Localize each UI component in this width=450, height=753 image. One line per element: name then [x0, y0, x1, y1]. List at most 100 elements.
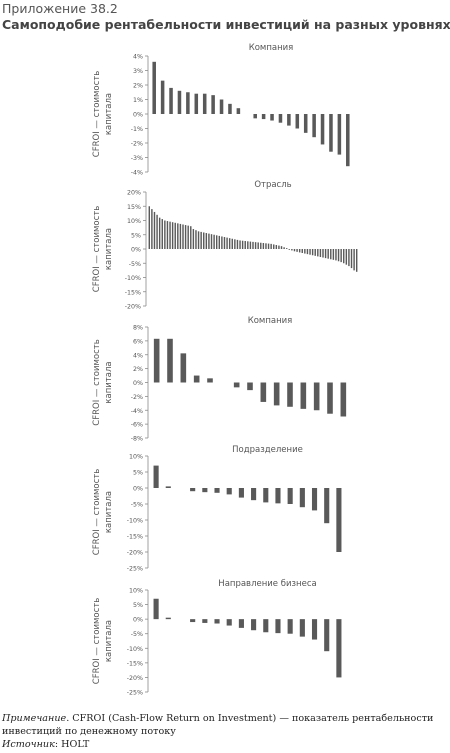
y-tick-label: -10% — [125, 275, 141, 282]
y-axis-label: капитала — [104, 228, 114, 270]
bar — [261, 114, 266, 120]
bar — [174, 222, 176, 249]
bar — [177, 90, 182, 114]
bar — [231, 238, 233, 249]
bar — [186, 92, 190, 114]
y-tick-label: -10% — [127, 646, 143, 653]
bar — [296, 249, 298, 252]
bar — [314, 249, 316, 256]
bar — [169, 87, 173, 114]
source-line: Источник: HOLT — [2, 739, 89, 750]
bar — [336, 488, 342, 552]
y-tick-label: -20% — [127, 550, 143, 557]
y-tick-label: 0% — [131, 247, 141, 254]
y-tick-label: 5% — [133, 470, 143, 477]
bar — [236, 108, 241, 114]
bar — [345, 249, 348, 265]
bar — [160, 80, 165, 114]
y-axis-label: капитала — [104, 361, 114, 403]
note-text: . CFROI (Cash-Flow Return on Investment)… — [2, 713, 434, 737]
bar — [236, 239, 239, 249]
bar — [317, 249, 319, 257]
y-tick-label: 10% — [127, 218, 141, 225]
bar — [260, 382, 267, 402]
y-axis-label: CFROI — стоимость — [92, 469, 102, 555]
bar — [202, 488, 208, 493]
bar — [336, 619, 342, 678]
page-title: Самоподобие рентабельности инвестиций на… — [2, 17, 450, 32]
y-tick-label: -5% — [129, 261, 141, 268]
bar — [303, 114, 308, 133]
y-tick-label: 3% — [133, 68, 143, 75]
bar — [300, 382, 307, 409]
y-tick-label: -5% — [131, 502, 143, 509]
bar — [192, 229, 195, 249]
bar — [267, 243, 270, 249]
bar — [182, 224, 184, 249]
bar — [350, 249, 353, 269]
bar — [208, 233, 210, 249]
bar — [275, 488, 281, 504]
bar — [205, 233, 208, 249]
bar — [257, 242, 259, 249]
bar — [218, 235, 221, 249]
y-tick-label: -4% — [131, 408, 143, 415]
bar — [152, 61, 156, 114]
bar — [177, 223, 179, 249]
bar — [203, 232, 205, 249]
bar — [283, 247, 285, 249]
bar — [287, 619, 293, 634]
bar — [234, 239, 236, 249]
bar — [263, 488, 269, 503]
bar — [164, 220, 166, 249]
bar — [166, 221, 169, 249]
y-tick-label: -15% — [127, 660, 143, 667]
bar — [335, 249, 337, 261]
bar — [228, 103, 232, 114]
bar — [275, 245, 278, 249]
bar — [219, 99, 224, 114]
bar — [263, 619, 269, 633]
bar — [340, 382, 347, 417]
bar — [299, 488, 305, 508]
bar — [214, 488, 220, 493]
bar — [270, 243, 272, 249]
bar — [327, 382, 333, 414]
y-tick-label: -3% — [131, 155, 143, 162]
bar — [254, 242, 257, 249]
y-tick-label: 1% — [133, 97, 143, 104]
y-axis-label: капитала — [104, 491, 114, 533]
bar — [226, 488, 232, 495]
bar — [306, 249, 309, 255]
y-tick-label: 6% — [133, 338, 143, 345]
bar — [153, 338, 160, 383]
bar — [247, 241, 249, 249]
bar — [238, 488, 244, 498]
y-tick-label: -10% — [127, 518, 143, 525]
bar — [193, 375, 200, 383]
panel-title: Компания — [249, 43, 294, 53]
bar — [253, 114, 257, 119]
y-tick-label: 5% — [133, 602, 143, 609]
bar — [202, 93, 207, 114]
bar — [226, 619, 232, 626]
bar — [293, 249, 296, 252]
bar — [158, 217, 161, 249]
bar — [260, 242, 262, 249]
bar — [295, 114, 300, 129]
y-axis-label: CFROI — стоимость — [92, 339, 102, 425]
bar — [194, 93, 199, 114]
bar — [238, 619, 244, 628]
bar — [223, 237, 226, 249]
bar — [330, 249, 332, 260]
bar — [148, 206, 151, 249]
bar — [313, 382, 320, 411]
bar — [273, 382, 280, 406]
bar — [190, 488, 196, 492]
bar — [265, 243, 267, 249]
bar — [213, 234, 215, 249]
bar — [161, 219, 163, 249]
bar — [298, 249, 301, 253]
bar — [251, 619, 257, 631]
